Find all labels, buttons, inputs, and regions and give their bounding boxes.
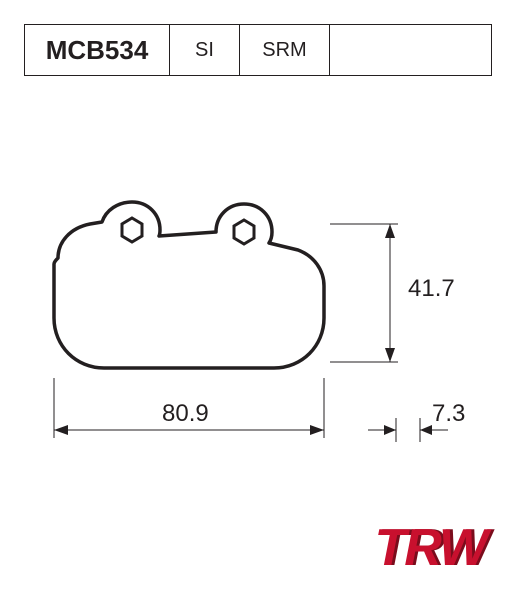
brand-logo: TRW TRW — [375, 518, 486, 578]
thickness-dimension — [0, 0, 514, 600]
thickness-value: 7.3 — [432, 400, 465, 428]
brand-text: TRW — [375, 519, 486, 577]
